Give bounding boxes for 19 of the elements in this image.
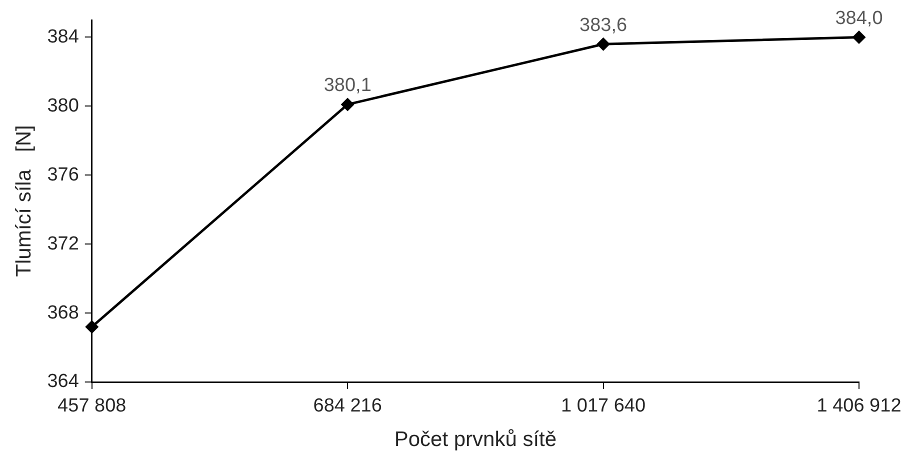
- y-tick-label: 376: [47, 164, 79, 186]
- y-tick-label: 372: [47, 233, 79, 254]
- x-tick-label: 1 406 912: [816, 396, 902, 417]
- y-tick-label: 380: [47, 95, 79, 116]
- x-tick-label: 457 808: [58, 396, 126, 417]
- data-label: 380,1: [324, 75, 372, 96]
- x-axis-title: Počet prvnků sítě: [394, 428, 557, 452]
- x-tick-label: 684 216: [313, 396, 382, 417]
- point: [852, 30, 866, 44]
- point: [341, 98, 354, 111]
- point: [86, 320, 98, 334]
- data-label: 383,6: [580, 14, 628, 36]
- y-tick-label: 384: [47, 26, 80, 48]
- data-label: 384,0: [835, 8, 883, 29]
- y-tick-label: 368: [47, 302, 79, 324]
- x-tick-label: 1 017 640: [561, 396, 646, 417]
- y-axis-title: Tlumící síla [N]: [12, 125, 36, 277]
- y-tick-label: 364: [47, 371, 80, 392]
- point: [597, 38, 610, 50]
